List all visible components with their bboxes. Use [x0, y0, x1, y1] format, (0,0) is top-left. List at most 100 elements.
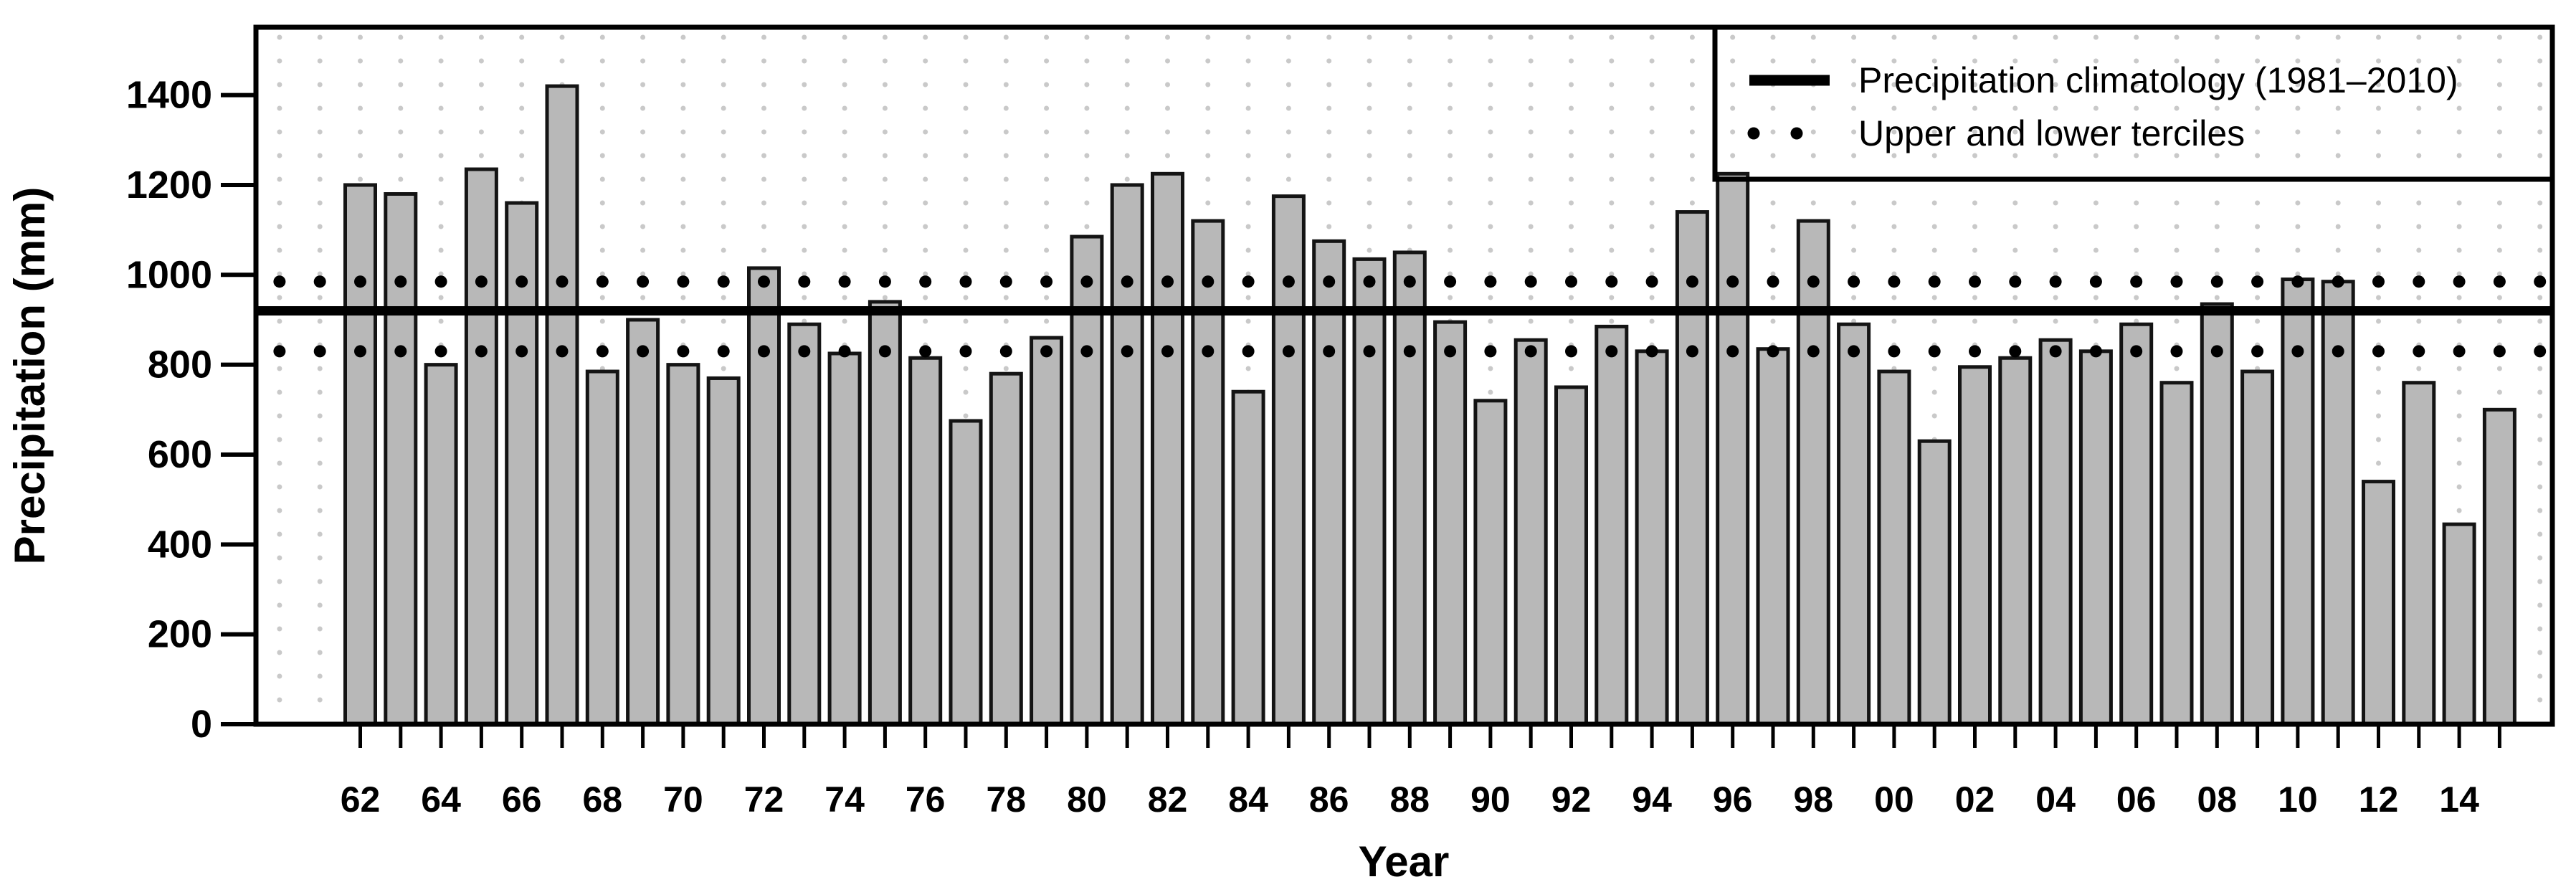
grid-dot: [1448, 247, 1453, 253]
grid-dot: [2134, 200, 2139, 206]
upper-tercile-dot: [1080, 275, 1093, 288]
grid-dot: [680, 129, 686, 135]
bar-1983: [1191, 219, 1225, 726]
grid-dot: [2537, 413, 2543, 419]
grid-dot: [277, 460, 282, 466]
bar-1992: [1554, 385, 1588, 726]
grid-dot: [2255, 271, 2261, 277]
grid-dot: [680, 82, 686, 87]
grid-dot: [1285, 105, 1291, 111]
grid-dot: [963, 200, 969, 206]
upper-tercile-dot: [2291, 275, 2304, 288]
bar-1962: [343, 183, 377, 726]
grid-dot: [2416, 105, 2422, 111]
grid-dot: [842, 271, 847, 277]
grid-dot: [2537, 224, 2543, 229]
grid-dot: [1972, 247, 1977, 253]
grid-dot: [802, 271, 807, 277]
grid-dot: [1972, 224, 1977, 229]
grid-dot: [2053, 58, 2058, 64]
grid-dot: [398, 129, 404, 135]
grid-dot: [277, 224, 282, 229]
grid-dot: [277, 555, 282, 561]
grid-dot: [2214, 153, 2220, 158]
bar-1998: [1796, 219, 1830, 726]
grid-dot: [1689, 58, 1695, 64]
grid-dot: [317, 200, 323, 206]
grid-dot: [2537, 555, 2543, 561]
x-tick-label: 88: [1389, 779, 1430, 820]
lower-tercile-dot: [1484, 345, 1497, 358]
grid-dot: [640, 153, 646, 158]
grid-dot: [882, 295, 888, 300]
grid-dot: [317, 508, 323, 513]
lower-tercile-dot: [1848, 345, 1860, 358]
x-tick-label: 96: [1713, 779, 1753, 820]
grid-dot: [277, 650, 282, 655]
x-tick-label: 90: [1470, 779, 1511, 820]
grid-dot: [802, 129, 807, 135]
grid-dot: [1044, 295, 1050, 300]
grid-dot: [2456, 318, 2462, 324]
grid-dot: [438, 58, 444, 64]
grid-dot: [1326, 224, 1332, 229]
grid-dot: [2012, 224, 2018, 229]
bar-2008: [2200, 302, 2234, 726]
grid-dot: [802, 105, 807, 111]
lower-tercile-dot: [959, 345, 972, 358]
grid-dot: [317, 224, 323, 229]
grid-dot: [1770, 200, 1776, 206]
grid-dot: [2335, 247, 2341, 253]
grid-dot: [721, 295, 726, 300]
grid-dot: [761, 129, 766, 135]
grid-dot: [2053, 318, 2058, 324]
grid-dot: [1044, 153, 1050, 158]
grid-dot: [1165, 129, 1170, 135]
grid-dot: [317, 247, 323, 253]
grid-dot: [2174, 224, 2180, 229]
grid-dot: [2093, 34, 2099, 40]
grid-dot: [2416, 295, 2422, 300]
grid-dot: [1044, 105, 1050, 111]
grid-dot: [2093, 82, 2099, 87]
grid-dot: [640, 247, 646, 253]
grid-dot: [1891, 58, 1897, 64]
grid-dot: [1851, 34, 1857, 40]
grid-dot: [1367, 105, 1372, 111]
grid-dot: [640, 295, 646, 300]
grid-dot: [2174, 200, 2180, 206]
grid-dot: [1488, 176, 1493, 182]
lower-tercile-dot: [1282, 345, 1295, 358]
grid-dot: [1770, 295, 1776, 300]
grid-dot: [317, 153, 323, 158]
bar-1963: [384, 192, 418, 726]
lower-tercile-dot: [1888, 345, 1901, 358]
lower-tercile-dot: [1686, 345, 1698, 358]
grid-dot: [842, 129, 847, 135]
grid-dot: [277, 531, 282, 537]
grid-dot: [2134, 153, 2139, 158]
upper-tercile-dot: [1444, 275, 1457, 288]
legend-label-climatology: Precipitation climatology (1981–2010): [1858, 60, 2458, 100]
grid-dot: [2496, 271, 2502, 277]
x-tick-label: 02: [1955, 779, 1995, 820]
lower-tercile-dot: [1121, 345, 1133, 358]
grid-dot: [2537, 437, 2543, 442]
upper-tercile-dot: [999, 275, 1012, 288]
grid-dot: [1649, 58, 1655, 64]
grid-dot: [1528, 176, 1534, 182]
grid-dot: [2335, 271, 2341, 277]
grid-dot: [1972, 82, 1977, 87]
upper-tercile-dot: [2413, 275, 2425, 288]
grid-dot: [1003, 224, 1009, 229]
grid-dot: [1730, 129, 1736, 135]
bar-2003: [1998, 356, 2033, 726]
lower-tercile-dot: [515, 345, 528, 358]
upper-tercile-dot: [354, 275, 366, 288]
grid-dot: [2416, 129, 2422, 135]
grid-dot: [2416, 247, 2422, 253]
lower-tercile-dot: [313, 345, 326, 358]
grid-dot: [2537, 247, 2543, 253]
upper-tercile-dot: [758, 275, 770, 288]
